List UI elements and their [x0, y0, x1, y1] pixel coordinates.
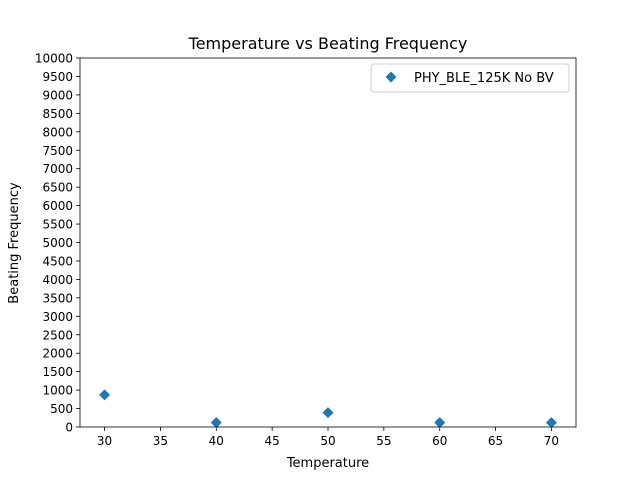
x-axis-label: Temperature [286, 456, 369, 471]
chart-title: Temperature vs Beating Frequency [188, 34, 468, 53]
y-tick-label: 1500 [42, 365, 73, 379]
y-tick-label: 4500 [42, 254, 73, 268]
y-tick-label: 5500 [42, 218, 73, 232]
plot-area: 30 35 40 45 50 55 60 65 70 0 500 1000 1500 2000 2500 30… [35, 52, 577, 448]
x-tick-label: 65 [488, 434, 503, 448]
y-tick-label: 3500 [42, 291, 73, 305]
y-tick-label: 9000 [42, 88, 73, 102]
y-tick-label: 3000 [42, 310, 73, 324]
y-tick-label: 5000 [42, 236, 73, 250]
y-tick-label: 6500 [42, 181, 73, 195]
x-tick-label: 50 [320, 434, 335, 448]
y-tick-label: 7500 [42, 144, 73, 158]
y-tick-label: 8500 [42, 107, 73, 121]
y-tick-label: 7000 [42, 162, 73, 176]
legend: PHY_BLE_125K No BV [370, 63, 570, 93]
x-tick-label: 60 [432, 434, 447, 448]
x-tick-label: 40 [209, 434, 224, 448]
y-tick-label: 6000 [42, 199, 73, 213]
x-tick-label: 30 [97, 434, 112, 448]
data-point [545, 417, 557, 429]
legend-marker-icon [385, 71, 397, 83]
legend-label: PHY_BLE_125K No BV [414, 71, 554, 86]
data-point [322, 407, 334, 419]
x-tick-label: 55 [376, 434, 391, 448]
y-tick-label: 4000 [42, 273, 73, 287]
y-tick-label: 10000 [35, 52, 73, 66]
y-axis-label: Beating Frequency [7, 182, 22, 304]
y-tick-label: 9500 [42, 70, 73, 84]
y-tick-label: 2500 [42, 328, 73, 342]
data-point [99, 389, 111, 401]
legend-box [370, 63, 570, 93]
axes-frame [79, 57, 577, 428]
x-tick-label: 70 [544, 434, 559, 448]
data-point [210, 417, 222, 429]
data-point [434, 417, 446, 429]
x-tick-label: 45 [265, 434, 280, 448]
y-tick-label: 500 [50, 402, 73, 416]
x-tick-label: 35 [153, 434, 168, 448]
y-tick-label: 0 [65, 421, 73, 435]
y-tick-label: 1000 [42, 384, 73, 398]
y-tick-label: 8000 [42, 125, 73, 139]
y-tick-label: 2000 [42, 347, 73, 361]
